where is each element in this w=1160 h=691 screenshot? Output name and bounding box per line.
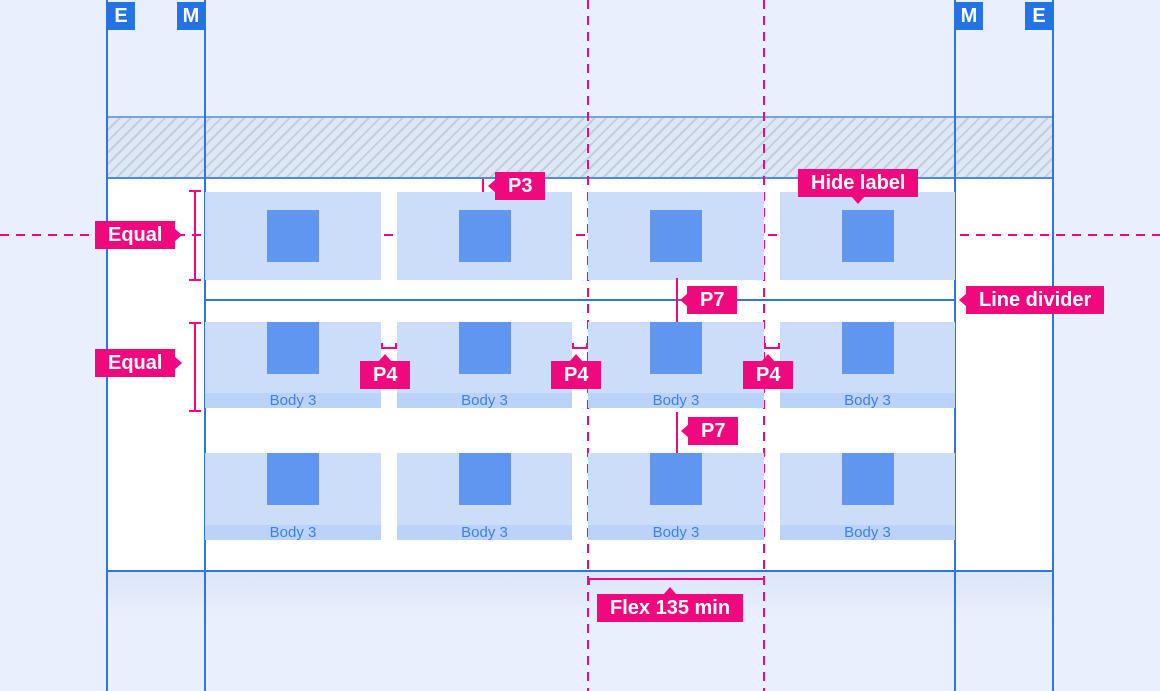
pointer-up-icon — [378, 354, 393, 362]
annotation-label: P7 — [700, 289, 725, 311]
annotation-flex-min: Flex 135 min — [597, 587, 744, 622]
icon-placeholder — [458, 210, 511, 262]
grid-item — [780, 192, 955, 280]
keyline-horizontal-dashed — [0, 234, 1160, 236]
annotation-equal-top: Equal — [95, 221, 183, 249]
icon-placeholder — [841, 453, 894, 505]
annotation-label: Equal — [108, 224, 163, 246]
annotation-label: P3 — [508, 175, 533, 197]
equal-bottom-measure — [189, 322, 201, 412]
icon-placeholder — [650, 453, 702, 505]
annotation-label: P4 — [373, 364, 398, 386]
pointer-up-icon — [569, 354, 584, 362]
icon-placeholder — [650, 322, 702, 374]
p7-top-measure-line — [676, 278, 678, 322]
icon-placeholder — [267, 322, 319, 374]
annotation-label: Line divider — [979, 289, 1092, 311]
annotation-label: P7 — [701, 420, 726, 442]
grid-item — [588, 192, 764, 280]
p3-measure-tick — [482, 179, 484, 192]
pointer-down-icon — [851, 196, 866, 204]
p4-measure-bracket — [381, 343, 397, 349]
grid-item — [205, 192, 381, 280]
pointer-left-icon — [680, 293, 688, 307]
icon-placeholder — [267, 453, 319, 505]
item-label: Body 3 — [397, 393, 572, 408]
annotation-label: P4 — [564, 364, 589, 386]
guide-line-edge-right — [1052, 0, 1054, 691]
item-label: Body 3 — [588, 525, 764, 540]
p4-measure-bracket — [572, 343, 588, 349]
annotation-p4: P4 — [360, 354, 411, 389]
annotation-p7-bottom: P7 — [681, 417, 739, 445]
icon-placeholder — [458, 453, 511, 505]
pointer-left-icon — [488, 179, 496, 193]
grid-item: Body 3 — [588, 322, 764, 408]
equal-top-measure — [189, 190, 201, 281]
grid-item: Body 3 — [588, 453, 764, 540]
item-label: Body 3 — [205, 393, 381, 408]
p4-measure-bracket — [764, 343, 780, 349]
annotation-label: P4 — [756, 364, 781, 386]
guide-line-margin-right — [954, 0, 956, 691]
icon-placeholder — [458, 322, 511, 374]
pointer-right-icon — [174, 356, 183, 370]
annotation-p3: P3 — [488, 172, 546, 200]
annotation-p4: P4 — [551, 354, 602, 389]
pointer-left-icon — [959, 293, 967, 307]
annotation-label: Hide label — [811, 172, 906, 194]
icon-placeholder — [841, 210, 894, 262]
annotation-label: Flex 135 min — [610, 597, 731, 619]
breakpoint-marker-m-right: M — [955, 2, 983, 30]
annotation-p7-top: P7 — [680, 286, 738, 314]
guide-line-edge-left — [106, 0, 108, 691]
p7-bottom-measure-line — [676, 412, 678, 453]
item-label: Body 3 — [588, 393, 764, 408]
pointer-up-icon — [761, 354, 776, 362]
pointer-right-icon — [174, 228, 183, 242]
breakpoint-marker-m-left: M — [177, 2, 205, 30]
item-label: Body 3 — [205, 525, 381, 540]
item-label: Body 3 — [780, 525, 955, 540]
divider-line — [205, 299, 955, 301]
grid-item: Body 3 — [780, 453, 955, 540]
annotation-line-divider: Line divider — [959, 286, 1105, 314]
grid-item: Body 3 — [205, 322, 381, 408]
grid-item: Body 3 — [205, 453, 381, 540]
annotation-p4: P4 — [743, 354, 794, 389]
annotation-hide-label: Hide label — [798, 169, 919, 204]
panel-bottom-line — [107, 570, 1053, 572]
pointer-up-icon — [663, 587, 678, 595]
icon-placeholder — [841, 322, 894, 374]
panel-bottom-shadow — [107, 572, 1053, 618]
flex-measure-bracket — [588, 578, 765, 585]
hatched-header-band — [107, 116, 1053, 179]
annotation-equal-bottom: Equal — [95, 349, 183, 377]
grid-item: Body 3 — [397, 453, 572, 540]
item-label: Body 3 — [397, 525, 572, 540]
item-label: Body 3 — [780, 393, 955, 408]
breakpoint-marker-e-right: E — [1025, 2, 1053, 30]
grid-item: Body 3 — [397, 322, 572, 408]
breakpoint-marker-e-left: E — [107, 2, 135, 30]
grid-item: Body 3 — [780, 322, 955, 408]
icon-placeholder — [267, 210, 319, 262]
grid-item — [397, 192, 572, 280]
icon-placeholder — [650, 210, 702, 262]
annotation-label: Equal — [108, 352, 163, 374]
pointer-left-icon — [681, 424, 689, 438]
